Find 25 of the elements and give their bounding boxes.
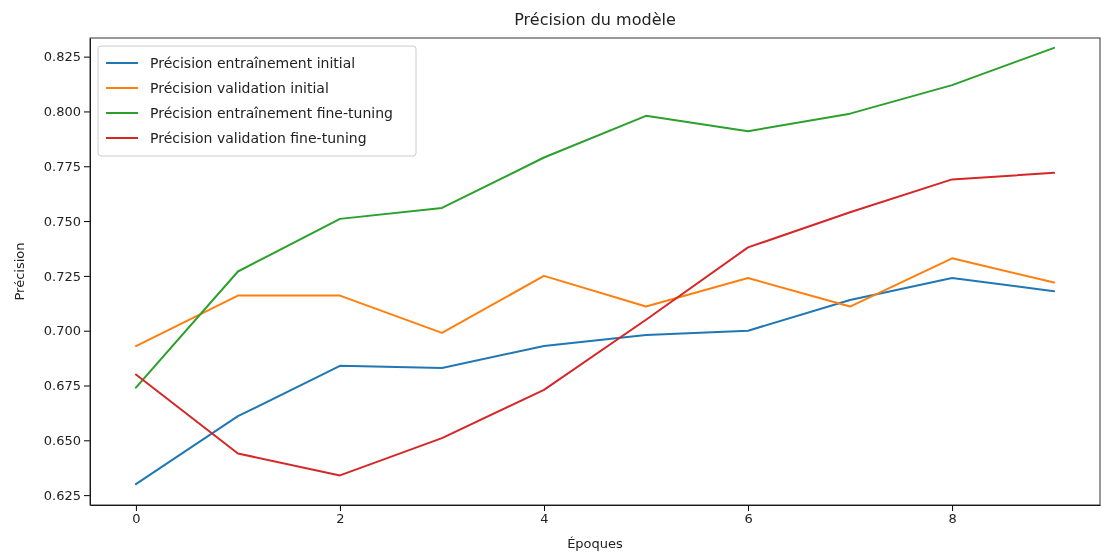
x-tick-label: 4 xyxy=(540,511,549,527)
legend-label: Précision validation fine-tuning xyxy=(150,130,367,146)
chart-title: Précision du modèle xyxy=(514,10,676,29)
line-series xyxy=(134,171,1056,477)
legend-label: Précision entraînement fine-tuning xyxy=(150,105,393,121)
x-axis-title: Époques xyxy=(567,536,624,551)
y-tick-label: 0.750 xyxy=(43,213,81,229)
y-tick-label: 0.650 xyxy=(43,432,81,448)
x-tick-label: 8 xyxy=(948,511,957,527)
y-tick-label: 0.775 xyxy=(43,158,81,174)
x-tick-label: 0 xyxy=(132,511,141,527)
line-series xyxy=(134,257,1056,348)
line-series xyxy=(134,277,1056,486)
legend-label: Précision validation initial xyxy=(150,80,329,96)
y-tick-label: 0.675 xyxy=(43,378,81,394)
y-tick-label: 0.800 xyxy=(43,104,81,120)
y-tick-label: 0.725 xyxy=(43,268,81,284)
y-tick-label: 0.625 xyxy=(43,487,81,503)
y-tick-label: 0.700 xyxy=(43,323,81,339)
y-axis-title: Précision xyxy=(12,242,27,301)
legend-label: Précision entraînement initial xyxy=(150,55,356,71)
y-tick-label: 0.825 xyxy=(43,49,81,65)
x-tick-label: 6 xyxy=(744,511,753,527)
line-series xyxy=(134,46,1056,389)
x-tick-label: 2 xyxy=(336,511,345,527)
